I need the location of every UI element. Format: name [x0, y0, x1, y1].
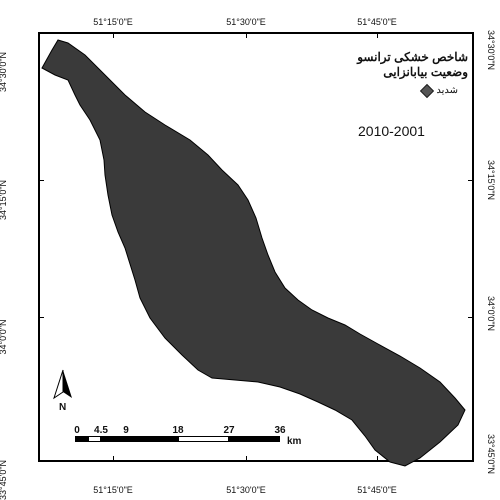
frame-tick: [38, 317, 44, 318]
scale-tick-0: 0: [74, 425, 80, 436]
top-longitude-label-1: 51°15'0"E: [93, 17, 133, 27]
legend-title-line1: شاخص خشکی ترانسو: [357, 50, 468, 64]
scale-unit: km: [287, 436, 302, 447]
frame-tick: [468, 317, 474, 318]
frame-tick: [377, 32, 378, 38]
top-longitude-label-3: 51°45'0"E: [357, 17, 397, 27]
frame-tick: [246, 456, 247, 462]
legend: شاخص خشکی ترانسو وضعیت بیابانزایی شدید: [318, 50, 468, 99]
scale-tick-2: 9: [123, 425, 129, 436]
top-longitude-label-2: 51°30'0"E: [226, 17, 266, 27]
north-label: N: [59, 402, 67, 413]
legend-item-severe: شدید: [318, 83, 468, 99]
scale-segment: [101, 436, 126, 442]
legend-diamond-icon: [420, 83, 435, 99]
bottom-longitude-label-2: 51°30'0"E: [226, 485, 266, 495]
scale-segment: [178, 436, 229, 442]
frame-tick: [38, 180, 44, 181]
frame-tick: [113, 456, 114, 462]
north-arrow-icon: [53, 369, 72, 400]
bottom-longitude-label-3: 51°45'0"E: [357, 485, 397, 495]
scale-bar: [75, 436, 285, 446]
legend-period: 2010-2001: [358, 123, 425, 139]
frame-tick: [113, 32, 114, 38]
desertification-region[interactable]: [41, 39, 466, 467]
scale-segment: [88, 436, 101, 442]
scale-tick-5: 36: [274, 425, 286, 436]
scale-tick-3: 18: [172, 425, 184, 436]
scale-tick-4: 27: [223, 425, 235, 436]
frame-tick: [246, 32, 247, 38]
bottom-longitude-label-1: 51°15'0"E: [93, 485, 133, 495]
scale-segment: [126, 436, 178, 442]
frame-tick: [468, 180, 474, 181]
scale-segment: [75, 436, 88, 442]
frame-tick: [377, 456, 378, 462]
legend-title-line2: وضعیت بیابانزایی: [383, 65, 468, 79]
scale-segment: [229, 436, 280, 442]
scale-tick-1: 4.5: [94, 425, 108, 436]
legend-item-label: شدید: [436, 85, 458, 96]
